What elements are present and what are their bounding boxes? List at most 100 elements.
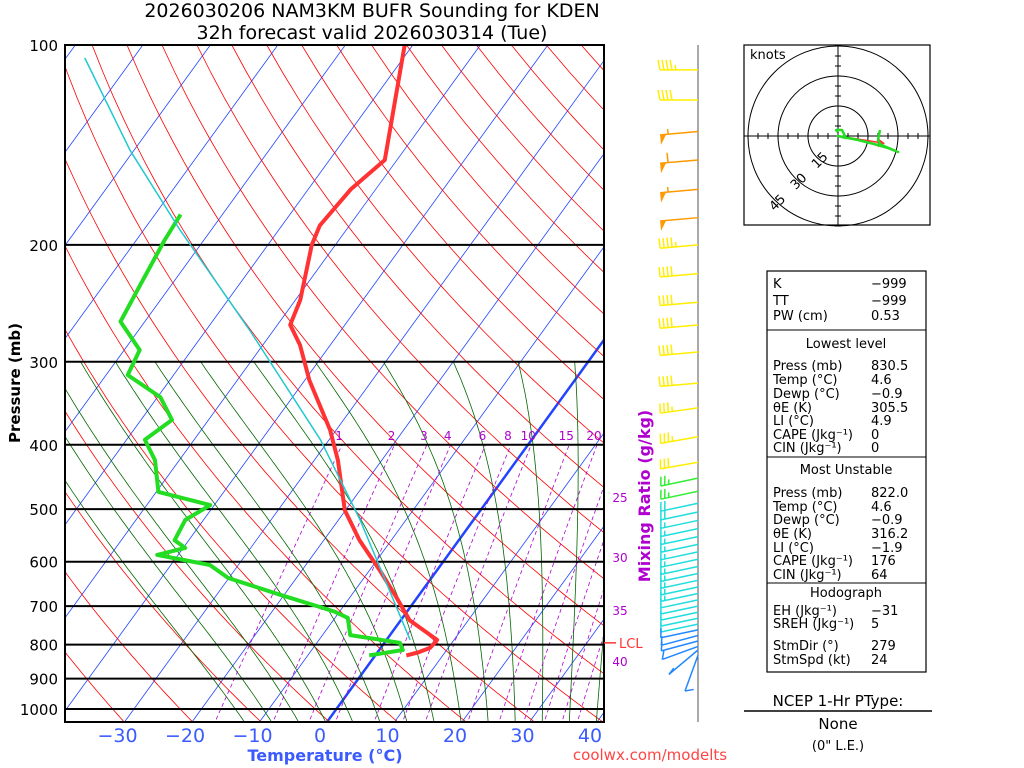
hodo-row-value: −31 [871,604,898,619]
unstable-row-value: 822.0 [871,486,908,501]
lowest-row-label: LI (°C) [773,414,814,429]
mixing-tick-label-right: 25 [612,491,627,505]
hodo-row-label: StmDir (°) [773,639,839,654]
barb-tick [658,318,661,329]
barb-tick [661,89,665,101]
unstable-row-label: Temp (°C) [772,500,838,515]
barb-tick [662,237,665,248]
pressure-tick-label: 500 [29,501,58,519]
barb-tick [662,318,665,328]
pressure-tick-label: 300 [29,354,58,372]
mixing-tick-label: 20 [586,429,601,443]
barb-staff [660,535,699,546]
barb-staff [660,461,699,470]
wind-barb [661,645,699,661]
mixing-tick-label: 1 [335,429,343,443]
index-row-label: TT [772,294,789,309]
barb-tick [670,237,673,248]
lowest-row-value: 4.6 [871,373,892,388]
barb-staff [660,543,699,553]
mixing-tick-labels: 1 2 3 4 6 8 10 15 20 25 30 35 40 [335,429,627,669]
barb-tick [666,294,669,305]
moist-adiabat [200,361,408,722]
mixing-ratio-label: Mixing Ratio (g/kg) [635,410,654,582]
hodo-row-value: 5 [871,617,879,632]
wind-barb [660,152,699,174]
barb-tick [666,237,669,248]
pressure-tick-label: 600 [29,554,58,572]
moist-adiabat [154,361,381,722]
mixing-tick-label: 4 [444,429,452,443]
barb-staff [660,592,699,603]
barb-staff [660,244,699,249]
barb-staff [660,617,699,627]
mixing-tick-label-right: 35 [612,604,627,618]
hodograph-frame [743,44,931,226]
lowest-row-value: 0 [871,441,879,456]
mixing-ratio-line [373,444,486,722]
pressure-tick-label: 200 [29,237,58,255]
barb-staff [661,634,699,647]
mixing-tick-label: 3 [420,429,428,443]
moist-adiabat [80,361,327,722]
mixing-tick-label-right: 30 [612,551,627,565]
moist-adiabat [65,387,300,722]
unstable-row-label: Dewp (°C) [773,513,840,528]
barb-tick [662,345,665,356]
barb-staff [660,502,699,512]
barb-tick [658,376,661,387]
lowest-row-value: −0.9 [871,387,903,402]
zero-isotherm [325,337,604,722]
temperature-tick-label: 10 [375,725,399,747]
barb-tick [659,403,662,414]
barb-staff [660,477,699,487]
plot-frame [64,44,605,723]
barb-staff [660,490,699,500]
wind-barb [660,535,699,546]
pressure-tick-label: 900 [29,671,58,689]
lowest-row-label: CAPE (Jkg⁻¹) [773,428,853,443]
moist-adiabat [115,361,354,722]
temperature-tick-label: 20 [443,725,467,747]
barb-staff [660,579,699,589]
index-row-label: PW (cm) [773,309,828,324]
dry-adiabat [406,45,604,273]
barb-staff [660,130,699,136]
barb-tick [670,266,673,277]
dry-adiabat [65,244,467,722]
unstable-row-value: −1.9 [871,541,903,556]
mixing-ratio-line [498,444,598,722]
barb-tick [658,267,661,278]
wind-barb [684,655,699,692]
unstable-row-value: 176 [871,554,896,569]
unstable-row-value: 316.2 [871,527,908,542]
isotherm [259,246,604,722]
wind-barb [660,475,699,487]
barb-staff [660,216,699,222]
mixing-tick-label: 8 [504,429,512,443]
isotherm [191,153,604,722]
pressure-tick-label: 1000 [20,701,58,719]
section-heading: Lowest level [806,337,887,352]
lowest-row-label: Press (mb) [773,359,842,374]
barb-flag [660,134,667,145]
wind-barb [660,527,699,538]
temperature-tick-labels: −30 −20 −10 0 10 20 30 40 [97,725,602,747]
wind-barb [660,628,699,639]
isotherm [461,525,604,722]
pressure-tick-label: 700 [29,598,58,616]
barb-tick [661,59,665,70]
dry-adiabat [441,45,604,232]
index-row-label: K [773,277,782,292]
barb-tick [666,402,670,413]
temperature-profile [288,45,440,658]
background-lines [65,45,604,722]
mixing-ratio-line [402,444,512,722]
temperature-tick-label: 0 [314,725,326,747]
lowest-row-label: Temp (°C) [772,373,838,388]
barb-flag [660,220,667,231]
barb-tick [666,317,669,328]
lowest-row-value: 4.9 [871,414,892,429]
